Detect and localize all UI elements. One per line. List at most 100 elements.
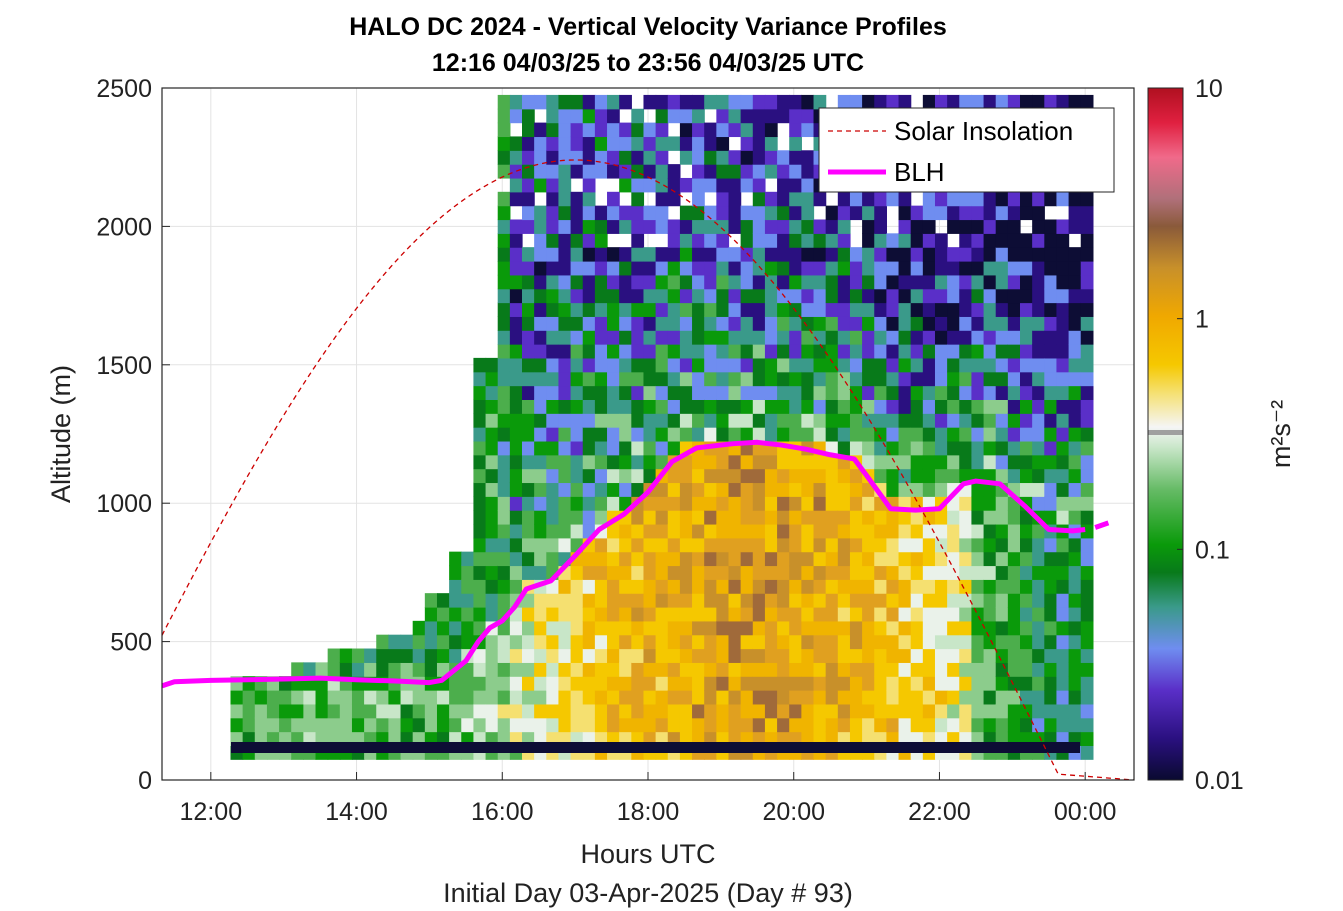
heatmap-cell (667, 427, 681, 442)
heatmap-cell (898, 703, 912, 719)
heatmap-cell (619, 94, 632, 110)
heatmap-cell (740, 94, 754, 110)
heatmap-cell (1056, 496, 1070, 511)
heatmap-cell (1007, 233, 1021, 248)
heatmap-cell (983, 247, 997, 262)
heatmap-cell (789, 233, 802, 248)
heatmap-cell (534, 427, 547, 442)
heatmap-cell (971, 703, 985, 719)
heatmap-cell (473, 371, 487, 387)
heatmap-cell (886, 690, 900, 705)
heatmap-cell (813, 233, 827, 248)
heatmap-cell (789, 344, 802, 359)
heatmap-cell (1020, 468, 1033, 484)
heatmap-cell (947, 593, 960, 608)
heatmap-cell (849, 371, 863, 387)
heatmap-cell (655, 662, 669, 677)
heatmap-cell (436, 690, 450, 705)
heatmap-cell (485, 454, 499, 470)
heatmap-cell (934, 344, 948, 359)
heatmap-cell (801, 496, 815, 511)
heatmap-cell (679, 551, 693, 567)
heatmap-cell (825, 579, 839, 594)
heatmap-cell (594, 108, 608, 124)
heatmap-cell (728, 344, 742, 359)
heatmap-cell (558, 482, 572, 497)
heatmap-cell (655, 579, 669, 594)
heatmap-cell (655, 413, 669, 428)
heatmap-cell (934, 427, 948, 442)
heatmap-cell (607, 634, 620, 650)
heatmap-cell (619, 371, 632, 387)
heatmap-cell (728, 607, 742, 622)
heatmap-cell (692, 607, 705, 622)
heatmap-cell (619, 717, 632, 733)
heatmap-cell (351, 690, 365, 705)
heatmap-cell (959, 551, 973, 567)
heatmap-cell (509, 537, 523, 553)
heatmap-cell (825, 427, 839, 442)
heatmap-cell (910, 593, 924, 608)
heatmap-cell (619, 164, 632, 179)
heatmap-cell (959, 607, 973, 622)
heatmap-cell (716, 551, 730, 567)
heatmap-cell (777, 261, 790, 276)
heatmap-cell (1080, 607, 1094, 622)
heatmap-cell (497, 205, 511, 221)
heatmap-cell (825, 385, 839, 400)
heatmap-cell (752, 302, 766, 317)
heatmap-cell (898, 191, 912, 207)
heatmap-cell (801, 191, 815, 207)
heatmap-cell (607, 371, 620, 387)
heatmap-cell (704, 662, 717, 677)
heatmap-cell (497, 565, 511, 580)
heatmap-cell (619, 579, 632, 594)
heatmap-cell (837, 274, 851, 290)
heatmap-cell (959, 510, 973, 525)
heatmap-cell (1068, 288, 1082, 304)
heatmap-cell (983, 440, 997, 456)
heatmap-cell (1007, 440, 1021, 456)
heatmap-cell (655, 357, 669, 373)
heatmap-cell (351, 648, 365, 663)
heatmap-cell (424, 703, 438, 719)
y-tick-label-2: 1000 (96, 490, 152, 518)
heatmap-cell (643, 164, 657, 179)
heatmap-cell (631, 261, 645, 276)
heatmap-cell (886, 427, 900, 442)
heatmap-cell (728, 316, 742, 331)
heatmap-cell (351, 717, 365, 733)
heatmap-cell (1044, 261, 1058, 276)
heatmap-cell (679, 607, 693, 622)
heatmap-cell (704, 427, 717, 442)
heatmap-cell (582, 344, 596, 359)
heatmap-cell (752, 703, 766, 719)
heatmap-cell (424, 662, 438, 677)
heatmap-cell (522, 205, 535, 221)
heatmap-cell (1056, 579, 1070, 594)
heatmap-cell (679, 454, 693, 470)
heatmap-cell (522, 164, 535, 179)
heatmap-cell (837, 413, 851, 428)
heatmap-cell (983, 371, 997, 387)
heatmap-cell (631, 316, 645, 331)
heatmap-cell (607, 261, 620, 276)
heatmap-cell (558, 496, 572, 511)
heatmap-cell (655, 274, 669, 290)
heatmap-cell (862, 288, 875, 304)
heatmap-cell (922, 690, 936, 705)
heatmap-cell (764, 454, 778, 470)
heatmap-cell (643, 440, 657, 456)
heatmap-cell (485, 482, 499, 497)
heatmap-cell (777, 302, 790, 317)
heatmap-cell (837, 330, 851, 345)
heatmap-cell (849, 510, 863, 525)
heatmap-cell (716, 523, 730, 539)
heatmap-cell (692, 579, 705, 594)
heatmap-cell (704, 676, 717, 691)
heatmap-cell (1007, 648, 1021, 663)
heatmap-cell (473, 717, 487, 733)
heatmap-cell (509, 344, 523, 359)
heatmap-cell (752, 344, 766, 359)
heatmap-cell (1068, 676, 1082, 691)
